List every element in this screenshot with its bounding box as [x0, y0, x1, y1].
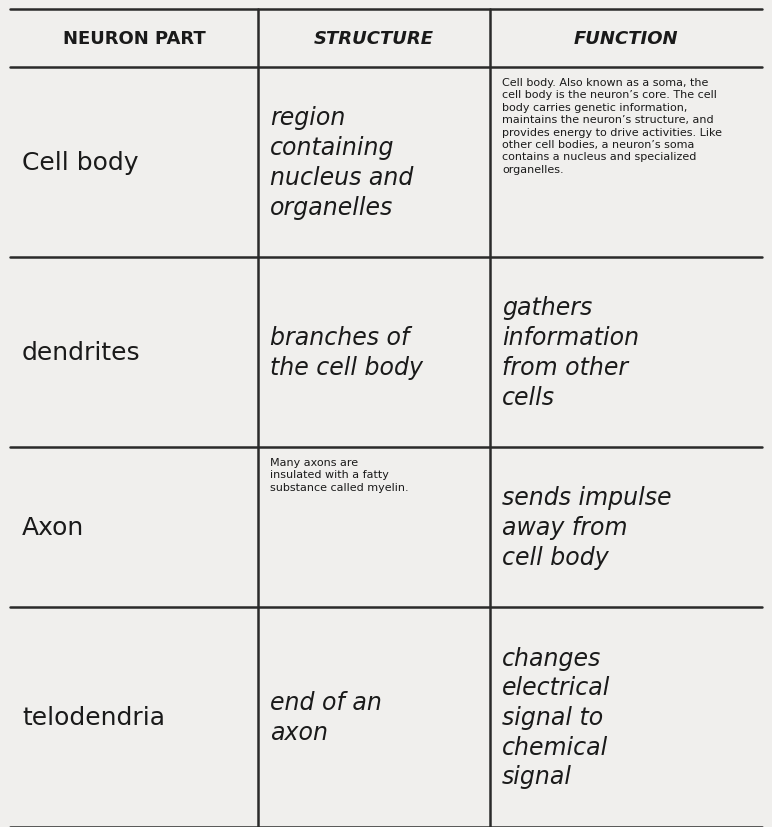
Text: branches of
the cell body: branches of the cell body [270, 326, 423, 380]
Text: Axon: Axon [22, 515, 84, 539]
Text: dendrites: dendrites [22, 341, 141, 365]
Text: STRUCTURE: STRUCTURE [314, 30, 434, 48]
Text: Cell body: Cell body [22, 151, 138, 174]
Text: FUNCTION: FUNCTION [574, 30, 679, 48]
Text: gathers
information
from other
cells: gathers information from other cells [502, 296, 639, 409]
Text: Cell body. Also known as a soma, the
cell body is the neuron’s core. The cell
bo: Cell body. Also known as a soma, the cel… [502, 78, 722, 174]
Text: NEURON PART: NEURON PART [63, 30, 205, 48]
Text: region
containing
nucleus and
organelles: region containing nucleus and organelles [270, 107, 413, 219]
Text: end of an
axon: end of an axon [270, 691, 382, 744]
Text: changes
electrical
signal to
chemical
signal: changes electrical signal to chemical si… [502, 646, 611, 788]
Text: Many axons are
insulated with a fatty
substance called myelin.: Many axons are insulated with a fatty su… [270, 457, 408, 492]
Text: telodendria: telodendria [22, 705, 165, 729]
Text: sends impulse
away from
cell body: sends impulse away from cell body [502, 485, 672, 569]
